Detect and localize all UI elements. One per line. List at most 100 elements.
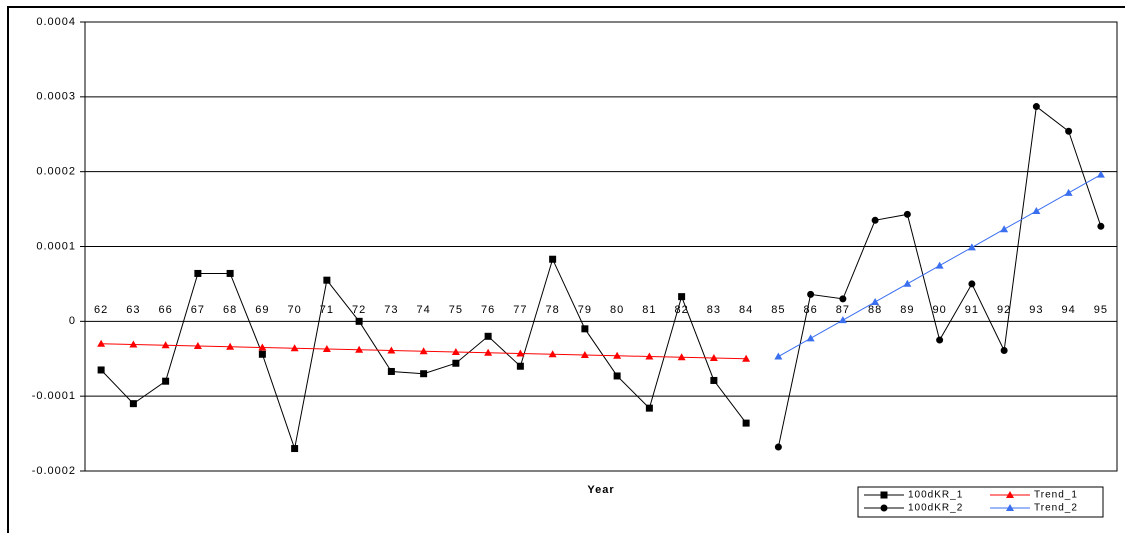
marker [1097,222,1105,230]
x-tick-label: 71 [320,304,334,316]
marker [677,353,686,361]
x-tick-label: 89 [900,304,914,316]
marker [387,346,396,354]
x-axis-label: Year [587,484,614,496]
legend-marker [1006,491,1014,498]
marker [774,352,783,360]
x-tick-label: 69 [255,304,269,316]
marker [871,297,880,305]
x-tick-label: 85 [771,304,785,316]
x-tick-label: 62 [94,304,108,316]
marker [742,419,750,427]
marker [645,404,653,412]
marker [710,376,718,384]
legend-label: 100dKR_2 [908,503,963,514]
marker [1096,170,1105,178]
marker [839,295,847,303]
marker [323,276,331,284]
marker [548,350,557,358]
legend-marker [880,491,888,499]
marker [742,354,751,362]
marker [387,367,395,375]
marker [613,351,622,359]
x-tick-label: 80 [610,304,624,316]
marker [774,443,782,451]
marker [129,400,137,408]
marker [645,352,654,360]
x-tick-label: 84 [739,304,753,316]
marker [97,339,106,347]
marker [258,343,267,351]
marker [452,359,460,367]
marker [291,445,299,453]
marker [838,316,847,324]
x-tick-label: 93 [1029,304,1043,316]
chart-frame [7,6,1125,533]
marker [162,377,170,385]
y-tick-label: -0.0002 [32,465,76,477]
x-tick-label: 83 [707,304,721,316]
marker [516,349,525,357]
marker [1032,103,1040,111]
x-tick-label: 94 [1062,304,1076,316]
x-tick-label: 81 [642,304,656,316]
marker [936,336,944,344]
marker [516,362,524,370]
x-tick-label: 77 [513,304,527,316]
marker [419,347,428,355]
x-tick-label: 87 [836,304,850,316]
x-tick-label: 72 [352,304,366,316]
legend-marker [1006,504,1014,511]
marker [484,348,493,356]
marker [355,317,363,325]
marker [355,345,364,353]
legend-label: Trend_2 [1034,503,1078,514]
y-tick-label: 0 [69,315,76,327]
x-tick-label: 75 [449,304,463,316]
marker [807,290,815,298]
y-tick-label: 0.0003 [36,91,76,103]
x-tick-label: 95 [1094,304,1108,316]
x-tick-label: 68 [223,304,237,316]
x-tick-label: 79 [578,304,592,316]
marker [581,325,589,333]
marker [709,354,718,362]
x-tick-label: 92 [997,304,1011,316]
marker [967,243,976,251]
x-tick-label: 90 [933,304,947,316]
y-tick-label: -0.0001 [32,390,76,402]
marker [1000,347,1008,355]
marker [1064,188,1073,196]
marker [903,279,912,287]
marker [806,334,815,342]
y-tick-label: 0.0004 [36,16,76,28]
x-tick-label: 63 [126,304,140,316]
marker [1000,225,1009,233]
y-tick-label: 0.0001 [36,240,76,252]
x-tick-label: 66 [159,304,173,316]
marker [549,255,557,263]
legend: 100dKR_1 Trend_1 100dKR_2 Trend_2 [857,486,1104,518]
marker [871,216,879,224]
marker [161,341,170,349]
x-tick-label: 70 [288,304,302,316]
marker [226,269,234,277]
marker [903,210,911,218]
x-tick-label: 78 [546,304,560,316]
marker [580,351,589,359]
marker [97,366,105,374]
x-tick-label: 73 [384,304,398,316]
marker [226,342,235,350]
x-tick-label: 88 [868,304,882,316]
marker [1032,207,1041,215]
x-tick-label: 67 [191,304,205,316]
marker [613,372,621,380]
marker [193,342,202,350]
legend-label: Trend_1 [1034,490,1078,501]
x-tick-label: 82 [675,304,689,316]
x-tick-label: 86 [804,304,818,316]
y-tick-label: 0.0002 [36,166,76,178]
x-tick-label: 74 [417,304,431,316]
